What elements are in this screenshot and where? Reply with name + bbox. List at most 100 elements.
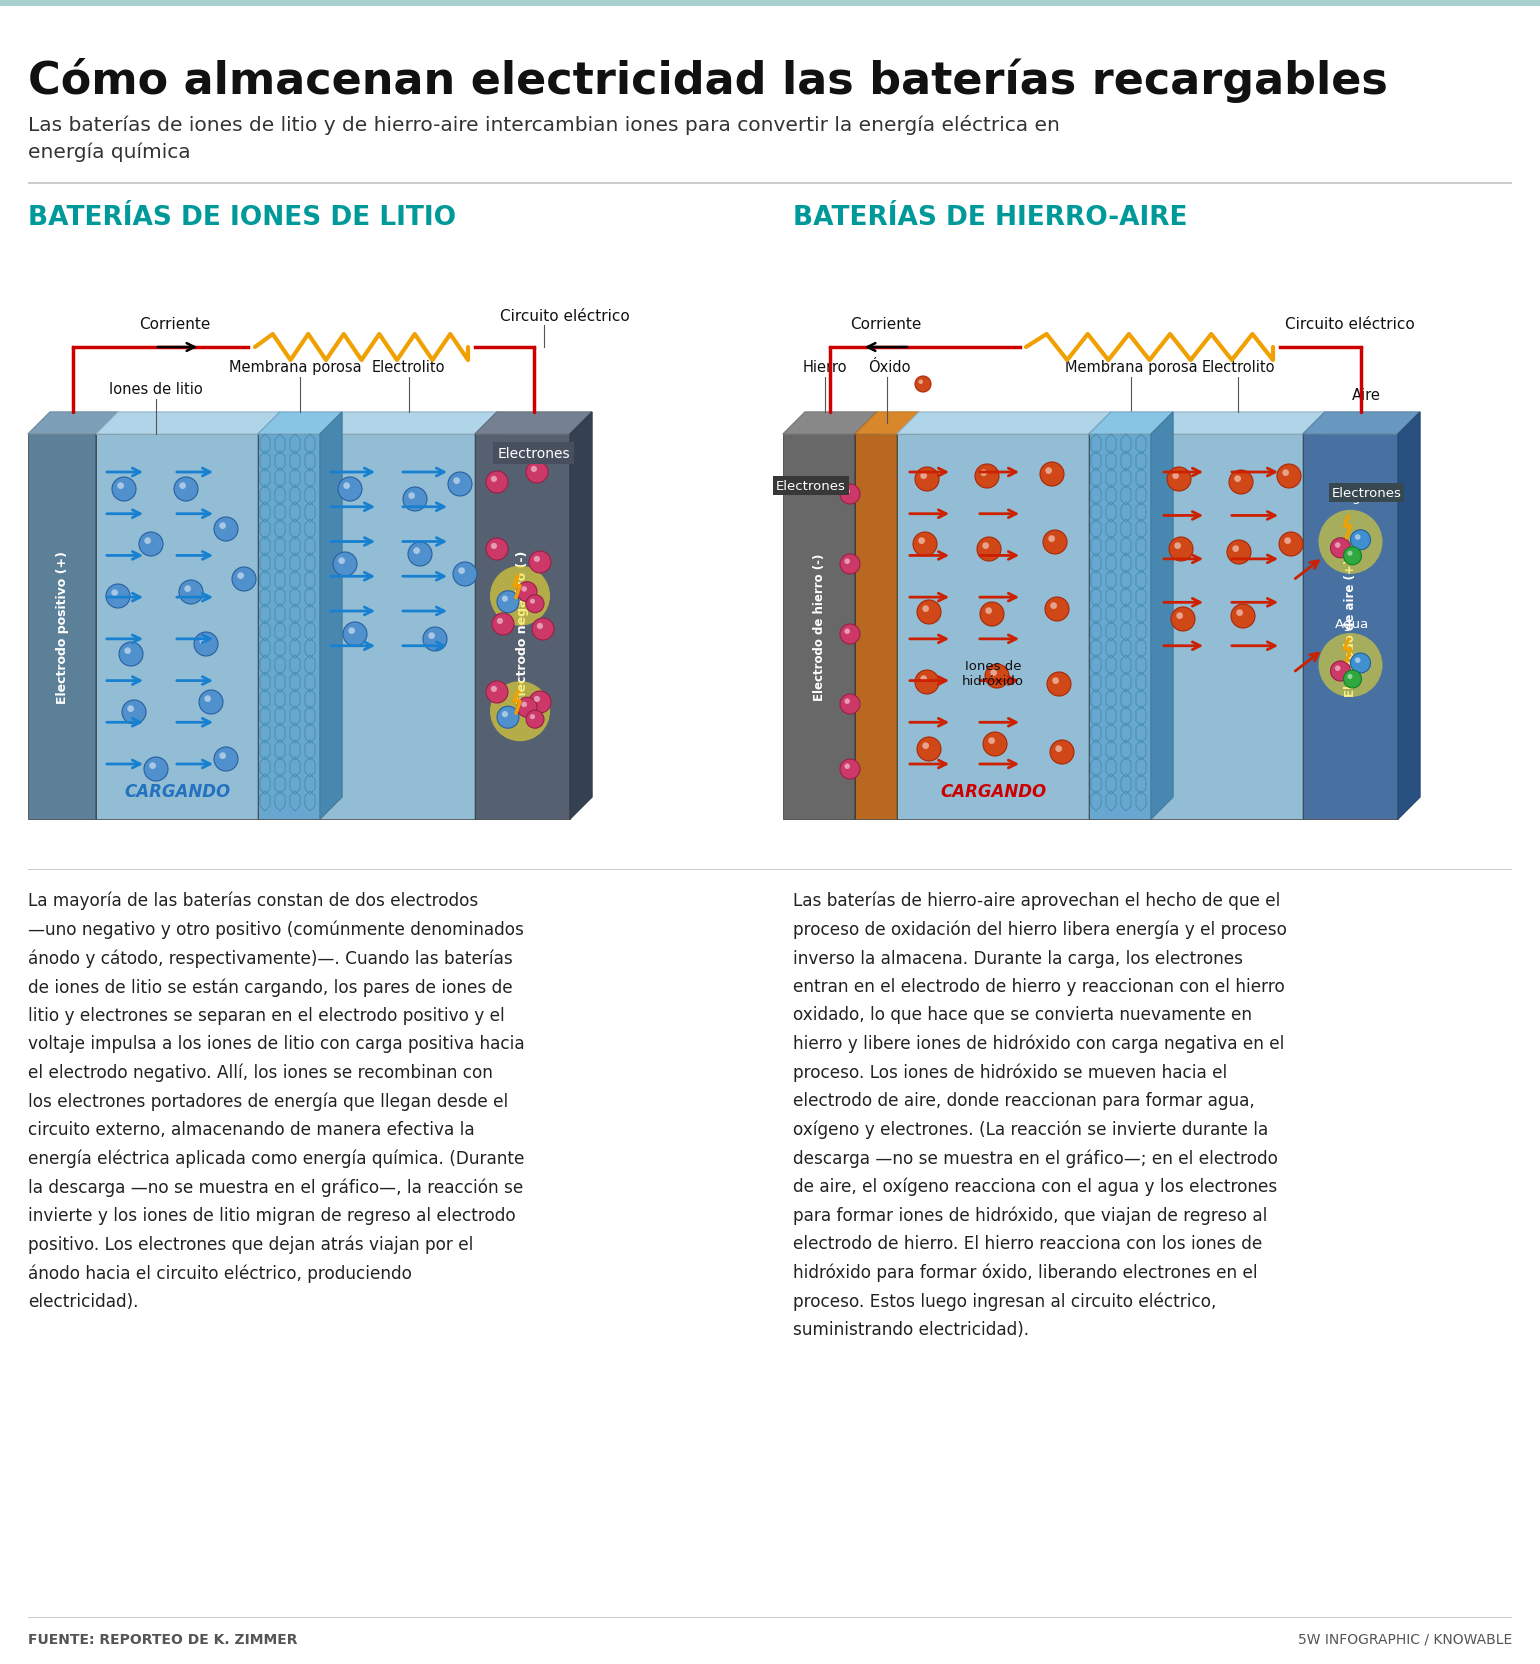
Circle shape <box>339 557 345 564</box>
Text: Agua: Agua <box>1335 617 1369 631</box>
Bar <box>0 0 1540 7</box>
Circle shape <box>1170 607 1195 632</box>
Bar <box>855 434 896 819</box>
Circle shape <box>337 478 362 503</box>
Circle shape <box>453 478 460 484</box>
Text: 5W INFOGRAPHIC / KNOWABLE: 5W INFOGRAPHIC / KNOWABLE <box>1298 1632 1512 1646</box>
Circle shape <box>530 692 551 714</box>
Circle shape <box>983 542 989 549</box>
Circle shape <box>214 518 239 542</box>
Text: Cómo almacenan electricidad las baterías recargables: Cómo almacenan electricidad las baterías… <box>28 58 1388 103</box>
Circle shape <box>179 581 203 604</box>
Circle shape <box>1050 740 1073 764</box>
Circle shape <box>106 584 129 609</box>
Circle shape <box>534 556 541 562</box>
Circle shape <box>915 468 939 491</box>
Text: CARGANDO: CARGANDO <box>939 782 1046 800</box>
Bar <box>1089 434 1150 819</box>
Text: Electrodo positivo (+): Electrodo positivo (+) <box>55 551 68 704</box>
Circle shape <box>1283 469 1289 476</box>
Circle shape <box>487 539 508 561</box>
Circle shape <box>844 699 850 704</box>
Circle shape <box>1348 674 1352 679</box>
Polygon shape <box>259 413 280 819</box>
Text: Las baterías de hierro-aire aprovechan el hecho de que el
proceso de oxidación d: Las baterías de hierro-aire aprovechan e… <box>793 892 1287 1338</box>
Circle shape <box>219 522 226 529</box>
Circle shape <box>1230 604 1255 629</box>
Polygon shape <box>95 413 280 434</box>
Circle shape <box>1351 654 1371 674</box>
Circle shape <box>1046 597 1069 622</box>
Circle shape <box>990 671 996 677</box>
Circle shape <box>1284 537 1291 544</box>
Circle shape <box>111 591 119 597</box>
Bar <box>320 434 474 819</box>
Circle shape <box>145 757 168 782</box>
Circle shape <box>219 752 226 759</box>
Bar <box>782 434 855 819</box>
Circle shape <box>915 376 932 393</box>
Circle shape <box>976 537 1001 562</box>
Circle shape <box>403 488 427 513</box>
Circle shape <box>491 476 497 483</box>
Text: CARGANDO: CARGANDO <box>123 782 229 800</box>
Circle shape <box>839 484 859 504</box>
Circle shape <box>348 627 356 634</box>
Circle shape <box>408 493 414 499</box>
Circle shape <box>1318 634 1383 697</box>
Circle shape <box>1343 547 1361 566</box>
Polygon shape <box>1150 413 1173 819</box>
Text: La mayoría de las baterías constan de dos electrodos
—uno negativo y otro positi: La mayoría de las baterías constan de do… <box>28 892 525 1311</box>
Circle shape <box>1049 536 1055 542</box>
Bar <box>1150 434 1303 819</box>
Circle shape <box>1055 745 1063 752</box>
Bar <box>896 434 1089 819</box>
Circle shape <box>459 567 465 574</box>
Circle shape <box>986 664 1009 689</box>
Circle shape <box>1167 468 1190 491</box>
Text: Electrones: Electrones <box>1332 486 1401 499</box>
Bar <box>95 434 259 819</box>
Circle shape <box>185 586 191 592</box>
Text: Electrodo de hierro (-): Electrodo de hierro (-) <box>813 554 825 701</box>
Circle shape <box>491 687 497 692</box>
Circle shape <box>1277 464 1301 489</box>
Circle shape <box>117 483 125 489</box>
Circle shape <box>139 532 163 557</box>
Polygon shape <box>28 413 119 434</box>
Text: BATERÍAS DE IONES DE LITIO: BATERÍAS DE IONES DE LITIO <box>28 205 456 231</box>
Circle shape <box>491 614 514 636</box>
Circle shape <box>487 471 508 494</box>
Text: Electrones: Electrones <box>776 479 845 493</box>
Circle shape <box>194 632 219 657</box>
Circle shape <box>413 547 420 554</box>
Circle shape <box>527 596 544 614</box>
Text: Electrodo negativo (-): Electrodo negativo (-) <box>516 551 530 704</box>
Circle shape <box>453 562 477 587</box>
Circle shape <box>530 716 534 721</box>
Circle shape <box>122 701 146 724</box>
Circle shape <box>128 706 134 712</box>
Text: Corriente: Corriente <box>850 316 921 331</box>
Circle shape <box>531 619 554 641</box>
Text: BATERÍAS DE HIERRO-AIRE: BATERÍAS DE HIERRO-AIRE <box>793 205 1187 231</box>
Circle shape <box>989 737 995 744</box>
Circle shape <box>1040 463 1064 486</box>
Circle shape <box>1237 611 1243 617</box>
Polygon shape <box>855 413 919 434</box>
Text: FUENTE: REPORTEO DE K. ZIMMER: FUENTE: REPORTEO DE K. ZIMMER <box>28 1632 297 1646</box>
Polygon shape <box>1303 413 1420 434</box>
Circle shape <box>119 642 143 667</box>
Text: Corriente: Corriente <box>139 316 211 331</box>
Text: Circuito eléctrico: Circuito eléctrico <box>1284 316 1415 331</box>
Circle shape <box>112 478 136 503</box>
Circle shape <box>1335 542 1340 549</box>
Circle shape <box>1348 551 1352 556</box>
Bar <box>28 434 95 819</box>
Circle shape <box>921 473 927 479</box>
Circle shape <box>1318 511 1383 574</box>
Circle shape <box>179 483 186 489</box>
Circle shape <box>522 587 527 592</box>
Circle shape <box>490 682 550 742</box>
Circle shape <box>199 691 223 714</box>
